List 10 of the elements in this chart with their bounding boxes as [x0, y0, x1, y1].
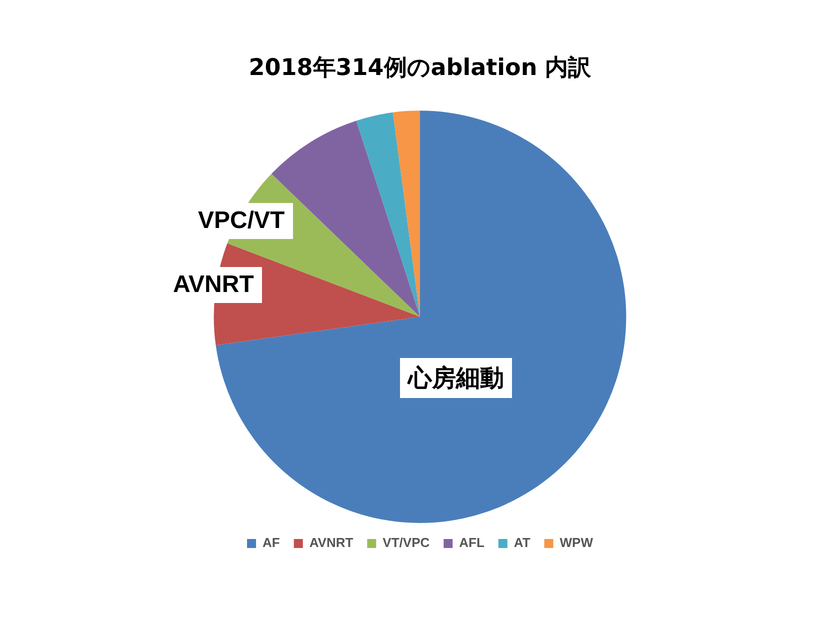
chart-title: 2018年314例のablation 内訳	[248, 54, 592, 81]
legend-label: AFL	[459, 535, 484, 550]
legend-label: AF	[262, 535, 280, 550]
text: VPC/VT	[190, 203, 293, 239]
legend-label: VT/VPC	[382, 535, 430, 550]
legend-label: WPW	[560, 535, 594, 550]
legend-label: AT	[514, 535, 530, 550]
text: 心房細動	[400, 358, 512, 398]
legend-label: AVNRT	[309, 535, 354, 550]
text: AVNRT	[165, 267, 262, 303]
